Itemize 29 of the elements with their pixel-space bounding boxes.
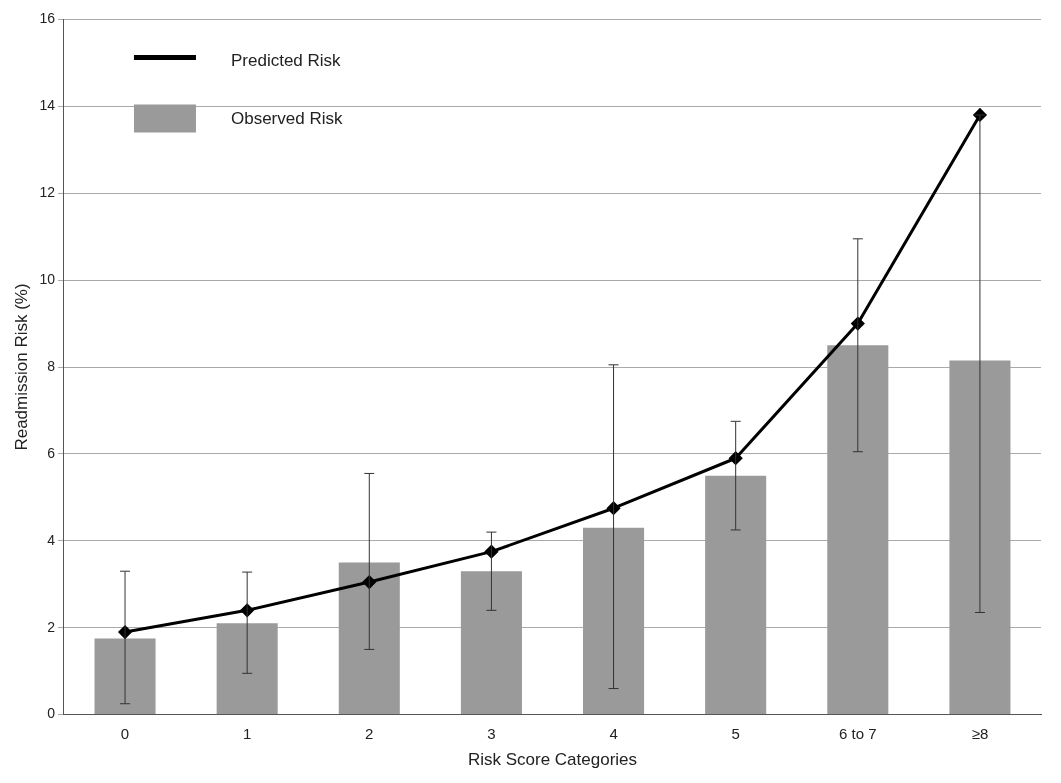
legend-label: Predicted Risk	[230, 51, 342, 71]
x-tick-label: 0	[120, 724, 130, 742]
x-axis-title: Risk Score Categories	[467, 750, 638, 770]
x-tick-label: ≥8	[971, 724, 989, 742]
x-tick-label: 4	[609, 724, 618, 742]
y-tick-label: 16	[39, 10, 56, 27]
x-tick-label: 5	[731, 724, 740, 742]
x-tick-label: 6 to 7	[839, 724, 877, 742]
bar	[705, 475, 767, 715]
y-tick-label: 0	[47, 705, 56, 722]
x-tick-label: 3	[487, 724, 496, 742]
bar	[460, 571, 522, 715]
bar	[338, 562, 400, 715]
y-tick-label: 14	[39, 97, 56, 114]
x-tick-label: 1	[242, 724, 252, 742]
legend-label: Observed Risk	[230, 109, 343, 129]
bar	[949, 360, 1011, 715]
bar	[94, 638, 156, 715]
bar	[216, 623, 278, 715]
y-tick-label: 8	[47, 357, 56, 374]
y-tick-label: 10	[39, 270, 56, 287]
y-axis-title: Readmission Risk (%)	[11, 283, 31, 451]
x-tick-label: 2	[365, 724, 374, 742]
y-tick-label: 6	[47, 444, 56, 461]
bar	[583, 527, 645, 715]
y-tick-label: 4	[47, 531, 56, 548]
bar	[827, 345, 889, 715]
y-tick-label: 2	[47, 618, 56, 635]
y-tick-label: 12	[39, 184, 56, 201]
